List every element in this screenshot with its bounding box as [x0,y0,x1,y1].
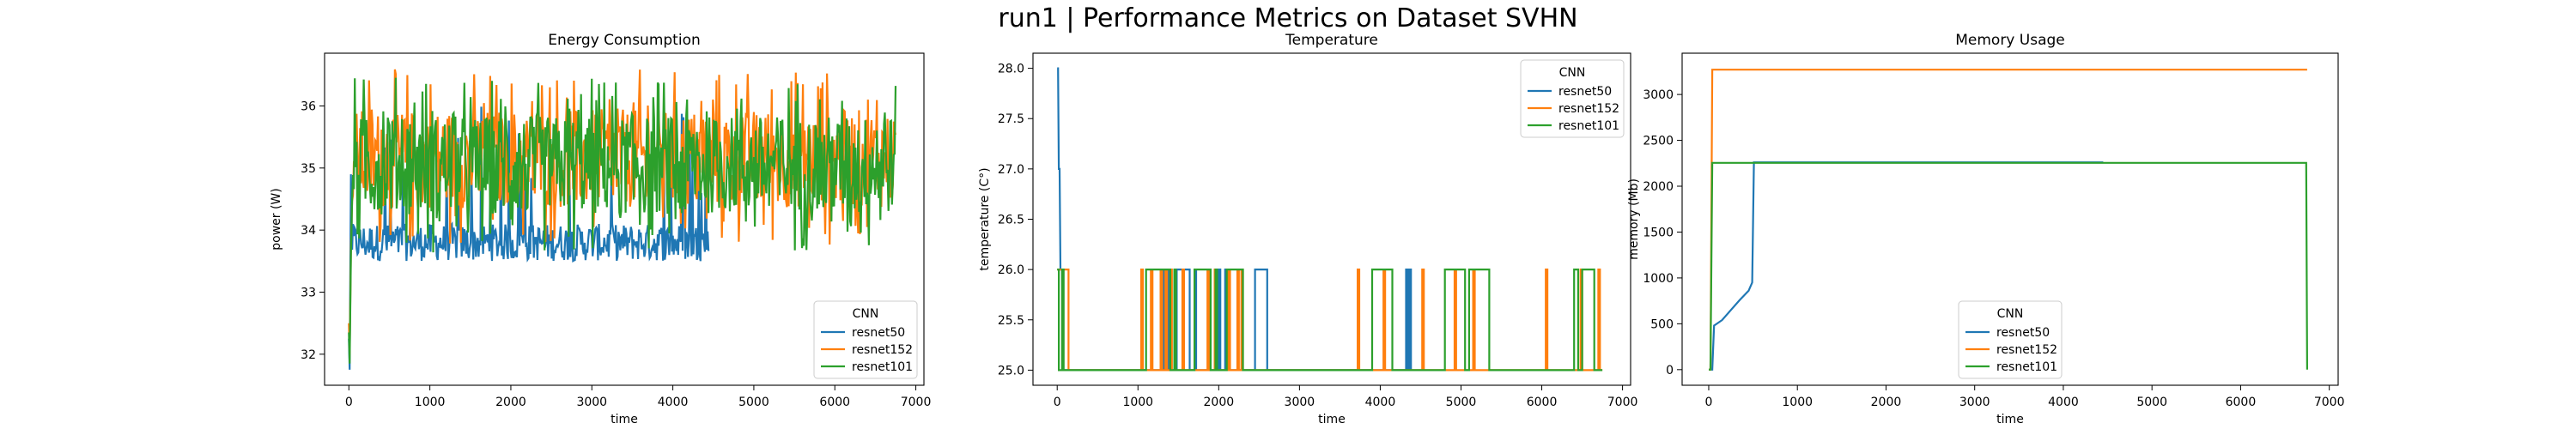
series-line-resnet152 [348,69,897,354]
y-tick-label: 1500 [1643,226,1674,239]
chart-0: Energy Consumption 0 1000 2000 3000 4000 5000 6… [270,32,931,426]
legend-label-resnet50: resnet50 [1996,326,2050,340]
x-tick-label: 2000 [1204,396,1235,409]
legend-label-resnet152: resnet152 [852,343,913,357]
y-axis-label: temperature (C°) [978,167,992,270]
series-line-resnet101 [1709,161,2308,371]
x-tick-label: 1000 [415,396,446,409]
x-tick-label: 5000 [1446,396,1477,409]
x-tick-label: 5000 [738,396,769,409]
legend-label-resnet101: resnet101 [852,360,913,374]
legend-label-resnet101: resnet101 [1558,119,1619,133]
x-tick-label: 2000 [1871,396,1902,409]
legend-box [1520,59,1625,138]
axes-frame [324,52,925,386]
chart-title: Energy Consumption [548,32,701,49]
x-tick-label: 7000 [1607,396,1638,409]
y-tick-label: 28.0 [998,63,1024,76]
x-tick-label: 6000 [2226,396,2257,409]
legend-label-resnet101: resnet101 [1996,360,2057,374]
x-tick-label: 6000 [1527,396,1558,409]
x-axis-label: time [611,413,638,426]
y-tick-label: 1000 [1643,272,1674,286]
series-group [1709,69,2308,371]
x-tick-label: 7000 [901,396,932,409]
y-tick-label: 35 [301,162,316,176]
y-tick-label: 32 [301,348,316,362]
legend-label-resnet50: resnet50 [852,326,905,340]
x-tick-label: 0 [1705,396,1713,409]
chart-1: Temperature 0 1000 2000 3000 4000 5000 6000 7000… [978,32,1637,426]
y-tick-label: 26.0 [998,263,1024,277]
x-tick-label: 4000 [1365,396,1396,409]
x-tick-label: 5000 [2136,396,2167,409]
axes-frame [1681,52,2339,386]
x-tick-label: 4000 [658,396,689,409]
x-tick-label: 6000 [819,396,850,409]
y-tick-label: 33 [301,286,316,299]
y-tick-label: 27.5 [998,112,1024,126]
x-tick-label: 1000 [1782,396,1813,409]
legend-box [1958,300,2063,379]
y-tick-label: 2000 [1643,180,1674,194]
y-tick-label: 27.0 [998,163,1024,177]
y-axis-label: power (W) [270,188,283,251]
legend: CNN resnet50 resnet152 resnet101 [1520,59,1625,138]
y-tick-label: 0 [1666,364,1674,378]
legend-label-resnet152: resnet152 [1996,343,2057,357]
series-group [348,69,897,370]
x-tick-label: 0 [345,396,353,409]
y-tick-label: 3000 [1643,88,1674,102]
chart-title: Memory Usage [1955,32,2065,49]
legend-title: CNN [1997,307,2024,321]
x-tick-label: 0 [1054,396,1061,409]
y-tick-label: 34 [301,224,316,238]
x-tick-label: 7000 [2314,396,2345,409]
legend: CNN resnet50 resnet152 resnet101 [1958,300,2063,379]
x-axis-label: time [1996,413,2024,426]
y-tick-label: 2500 [1643,135,1674,148]
series-line-resnet50 [1709,161,2104,371]
y-tick-label: 500 [1650,317,1674,331]
x-tick-label: 2000 [495,396,526,409]
x-tick-label: 4000 [2048,396,2079,409]
legend-title: CNN [853,307,879,321]
y-tick-label: 25.5 [998,314,1024,328]
figure-title: run1 | Performance Metrics on Dataset SV… [998,3,1578,33]
x-tick-label: 3000 [1959,396,1990,409]
legend: CNN resnet50 resnet152 resnet101 [813,300,918,379]
y-tick-label: 26.5 [998,214,1024,227]
series-line-resnet152 [1057,269,1603,372]
series-group [1057,67,1603,372]
series-line-resnet101 [1057,269,1603,372]
x-axis-label: time [1318,413,1346,426]
x-tick-label: 3000 [576,396,607,409]
x-tick-label: 1000 [1122,396,1153,409]
y-tick-label: 25.0 [998,364,1024,378]
legend-label-resnet152: resnet152 [1558,102,1619,116]
legend-box [813,300,918,379]
y-axis-label: memory (Mb) [1627,178,1641,260]
legend-title: CNN [1559,66,1586,80]
series-line-resnet101 [348,77,897,364]
y-tick-label: 36 [301,100,316,113]
legend-label-resnet50: resnet50 [1558,85,1612,99]
x-tick-label: 3000 [1285,396,1315,409]
chart-title: Temperature [1285,32,1378,49]
